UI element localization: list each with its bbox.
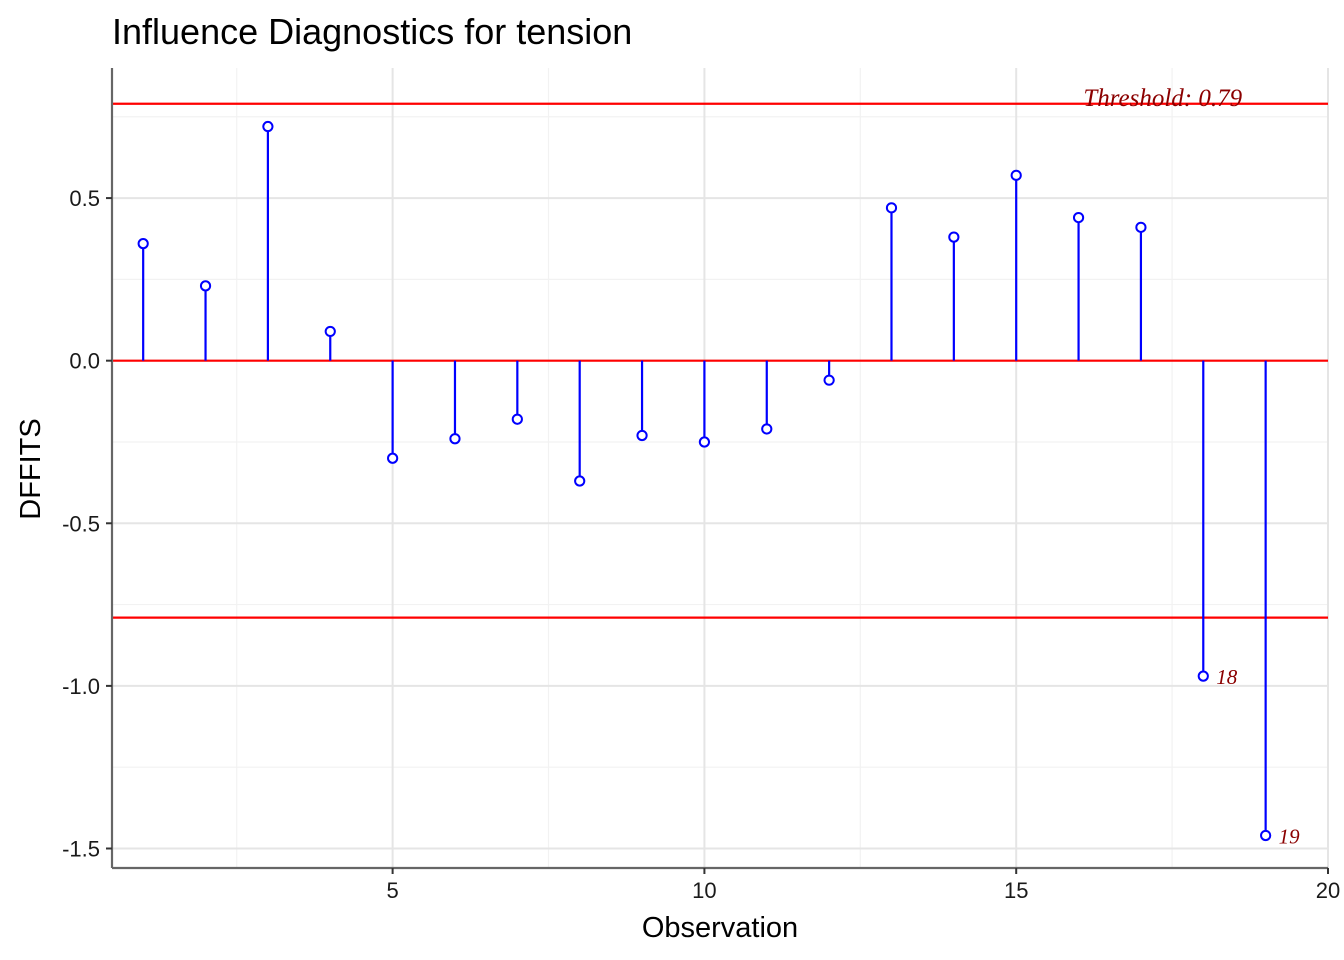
- stem-point: [823, 374, 835, 386]
- reference-lines: [112, 102, 1328, 619]
- y-tick-label: -0.5: [62, 511, 100, 536]
- stem-point: [1010, 169, 1022, 181]
- stem-point: [1135, 221, 1147, 233]
- stem-point: [698, 436, 711, 448]
- point-label: 19: [1279, 824, 1301, 848]
- x-tick-label: 10: [692, 878, 716, 903]
- stem-point: [511, 413, 523, 425]
- stem-point: [574, 475, 586, 487]
- annotations: Threshold: 0.79 18 19: [1083, 85, 1300, 849]
- x-axis-label: Observation: [642, 912, 798, 944]
- y-tick-label: -1.5: [62, 836, 100, 861]
- y-tick-label: -1.0: [62, 674, 100, 699]
- point-label: 18: [1216, 665, 1238, 689]
- stem-point: [885, 202, 898, 214]
- stem-point: [449, 433, 461, 445]
- x-tick-label: 20: [1316, 878, 1340, 903]
- x-tick-label: 15: [1004, 878, 1028, 903]
- stem-point: [324, 325, 336, 338]
- stem-point: [1260, 829, 1272, 842]
- stem-point: [262, 120, 274, 133]
- y-axis-label: DFFITS: [15, 418, 47, 520]
- stem-point: [636, 429, 648, 442]
- threshold-label: Threshold: 0.79: [1083, 85, 1242, 112]
- y-tick-label: 0.5: [69, 186, 100, 211]
- stem-series: [137, 120, 1272, 842]
- x-tick-label: 5: [386, 878, 398, 903]
- grid-layer: [112, 68, 1329, 868]
- axes: 5 10 15 20 -1.5 -1.0 -0.5 0.0 0.5: [62, 68, 1340, 903]
- stem-point: [1072, 211, 1085, 224]
- stem-point: [199, 280, 212, 292]
- stem-point: [387, 452, 399, 464]
- stem-point: [761, 423, 773, 435]
- stem-point: [137, 238, 149, 250]
- stem-point: [1197, 670, 1209, 682]
- stem-point: [948, 231, 960, 243]
- chart-title: Influence Diagnostics for tension: [112, 11, 632, 52]
- y-tick-label: 0.0: [69, 349, 100, 374]
